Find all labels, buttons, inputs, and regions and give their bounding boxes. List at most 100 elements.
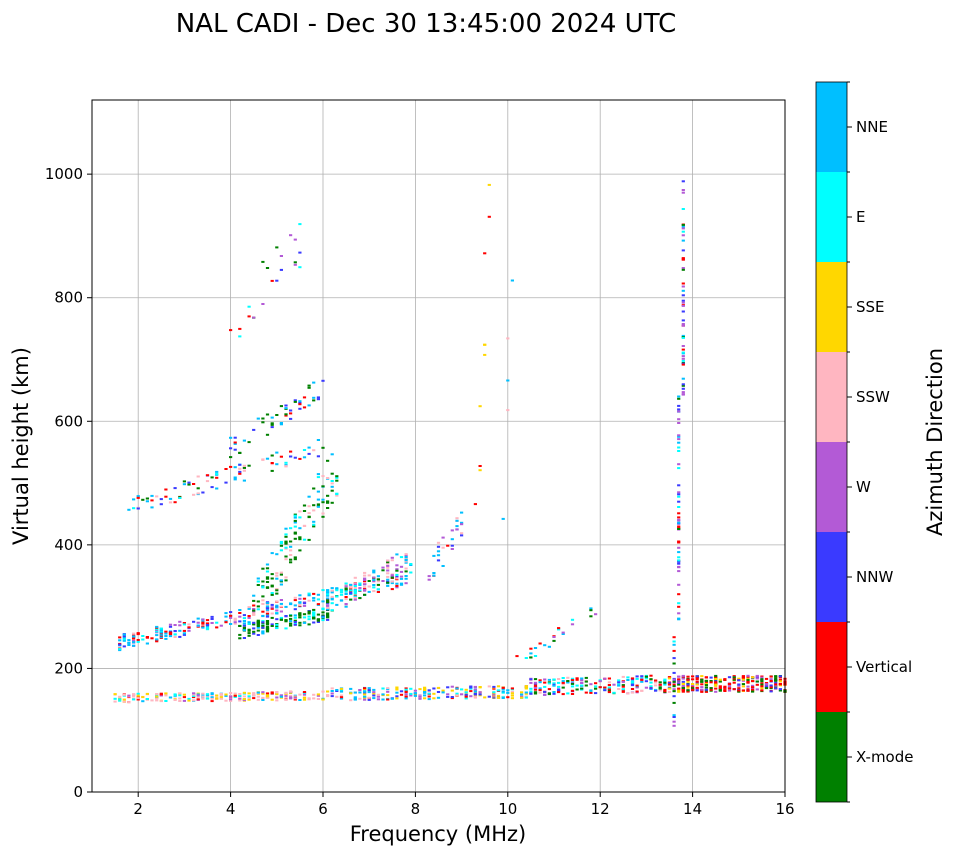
echo-point	[132, 644, 136, 647]
echo-point	[594, 687, 598, 690]
echo-point	[409, 571, 413, 574]
echo-point	[261, 602, 265, 605]
echo-point	[714, 679, 718, 682]
echo-point	[496, 689, 501, 692]
echo-point	[210, 476, 214, 479]
echo-point	[275, 691, 279, 693]
echo-point	[298, 527, 302, 530]
echo-point	[677, 463, 681, 466]
echo-point	[677, 395, 681, 398]
echo-point	[316, 503, 320, 506]
echo-point	[136, 507, 140, 510]
echo-point	[432, 574, 436, 577]
echo-point	[136, 632, 140, 635]
echo-point	[182, 693, 186, 696]
echo-point	[293, 614, 297, 617]
echo-point	[275, 592, 279, 595]
echo-point	[247, 607, 251, 610]
echo-point	[363, 690, 367, 693]
echo-point	[681, 324, 685, 327]
echo-point	[256, 691, 260, 694]
echo-point	[363, 574, 367, 577]
echo-point	[261, 692, 265, 695]
echo-point	[667, 690, 672, 693]
echo-point	[289, 409, 293, 412]
echo-point	[279, 544, 283, 547]
echo-point	[399, 582, 404, 585]
echo-point	[473, 695, 477, 698]
echo-point	[307, 505, 311, 508]
echo-point	[155, 638, 159, 641]
echo-point	[441, 536, 445, 539]
echo-point	[464, 691, 468, 694]
echo-point	[316, 439, 320, 441]
echo-point	[575, 678, 579, 681]
echo-point	[192, 693, 196, 696]
echo-point	[265, 576, 270, 579]
echo-point	[238, 470, 242, 473]
echo-point	[681, 257, 685, 260]
echo-point	[270, 625, 274, 627]
echo-point	[538, 679, 542, 682]
echo-point	[335, 689, 339, 691]
echo-point	[644, 675, 648, 678]
echo-point	[335, 493, 339, 496]
echo-point	[700, 690, 704, 693]
echo-point	[764, 682, 769, 684]
echo-point	[155, 699, 159, 702]
echo-point	[580, 677, 584, 680]
echo-point	[695, 678, 699, 681]
echo-point	[677, 519, 681, 522]
echo-point	[219, 697, 223, 700]
echo-point	[118, 648, 122, 650]
echo-point	[196, 475, 200, 478]
echo-point	[695, 676, 699, 679]
echo-point	[205, 628, 210, 631]
echo-point	[316, 476, 320, 479]
echo-point	[247, 634, 251, 637]
echo-point	[372, 579, 376, 581]
colorbar-category-label: X-mode	[856, 748, 913, 766]
echo-point	[363, 687, 367, 690]
echo-point	[677, 404, 681, 407]
echo-point	[335, 695, 339, 698]
echo-point	[252, 627, 256, 630]
echo-point	[265, 570, 270, 573]
echo-point	[455, 692, 459, 695]
echo-point	[302, 613, 307, 616]
echo-point	[215, 487, 219, 490]
echo-point	[307, 612, 311, 615]
echo-point	[229, 623, 233, 625]
echo-point	[570, 682, 575, 685]
echo-point	[326, 601, 330, 604]
echo-point	[316, 619, 320, 622]
echo-point	[326, 690, 330, 693]
echo-point	[326, 459, 330, 462]
echo-point	[238, 625, 242, 627]
echo-point	[289, 620, 293, 623]
echo-point	[224, 699, 228, 702]
echo-point	[487, 685, 491, 688]
echo-point	[229, 447, 233, 450]
echo-point	[681, 268, 685, 271]
echo-point	[667, 687, 672, 690]
echo-point	[265, 433, 270, 436]
echo-point	[182, 632, 186, 635]
echo-point	[247, 695, 251, 698]
echo-point	[307, 698, 311, 701]
echo-point	[363, 588, 367, 591]
echo-point	[118, 639, 122, 642]
echo-point	[173, 693, 177, 696]
echo-point	[155, 693, 159, 695]
echo-point	[335, 494, 339, 497]
echo-point	[691, 683, 695, 685]
echo-point	[205, 474, 210, 477]
echo-point	[700, 688, 704, 691]
echo-point	[390, 588, 394, 591]
echo-point	[270, 607, 274, 610]
echo-point	[658, 686, 662, 689]
echo-point	[446, 695, 450, 698]
echo-point	[547, 681, 551, 684]
echo-point	[168, 635, 173, 638]
echo-point	[326, 507, 330, 509]
